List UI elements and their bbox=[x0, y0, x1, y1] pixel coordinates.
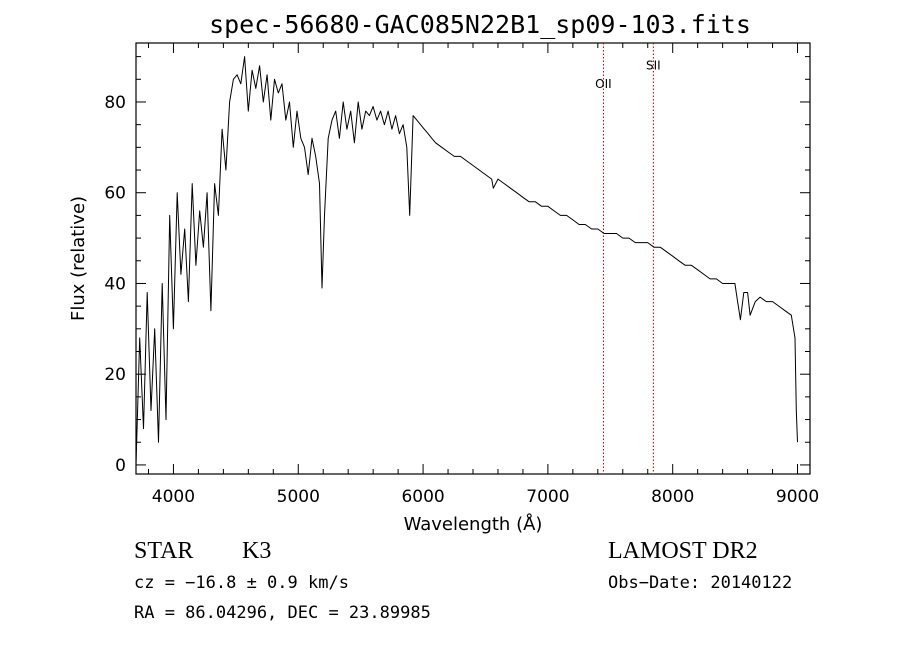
series-lines bbox=[135, 56, 798, 465]
axis-labels: 4000 5000 6000 7000 8000 9000 0 20 40 60 80 Wavelen… bbox=[68, 93, 819, 535]
line-markers: OII SII bbox=[595, 43, 661, 474]
y-tick-label: 20 bbox=[104, 365, 126, 385]
x-tick-label: 5000 bbox=[277, 487, 320, 507]
line-marker-label: OII bbox=[595, 77, 612, 91]
axis-ticks bbox=[136, 43, 810, 474]
object-subclass: K3 bbox=[242, 538, 272, 564]
x-tick-label: 8000 bbox=[651, 487, 694, 507]
x-tick-label: 7000 bbox=[526, 487, 569, 507]
spectrum-line bbox=[135, 56, 798, 465]
redshift-readout: cz = −16.8 ± 0.9 km/s bbox=[134, 573, 349, 593]
y-tick-label: 0 bbox=[115, 456, 126, 476]
y-axis-label: Flux (relative) bbox=[68, 196, 89, 321]
plot-frame bbox=[135, 42, 811, 475]
y-tick-label: 40 bbox=[104, 274, 126, 294]
plot-border bbox=[135, 42, 811, 475]
survey-name: LAMOST DR2 bbox=[608, 538, 758, 564]
y-tick-label: 60 bbox=[104, 184, 126, 204]
x-tick-label: 9000 bbox=[776, 487, 819, 507]
x-tick-label: 6000 bbox=[401, 487, 444, 507]
coordinates-readout: RA = 86.04296, DEC = 23.89985 bbox=[134, 603, 431, 623]
x-tick-label: 4000 bbox=[152, 487, 195, 507]
object-class: STAR bbox=[134, 538, 194, 564]
chart-title: spec-56680-GAC085N22B1_sp09-103.fits bbox=[209, 10, 751, 39]
observation-date: Obs−Date: 20140122 bbox=[608, 573, 793, 593]
x-axis-label: Wavelength (Å) bbox=[404, 513, 543, 535]
line-marker-label: SII bbox=[646, 59, 661, 73]
y-tick-label: 80 bbox=[104, 93, 126, 113]
